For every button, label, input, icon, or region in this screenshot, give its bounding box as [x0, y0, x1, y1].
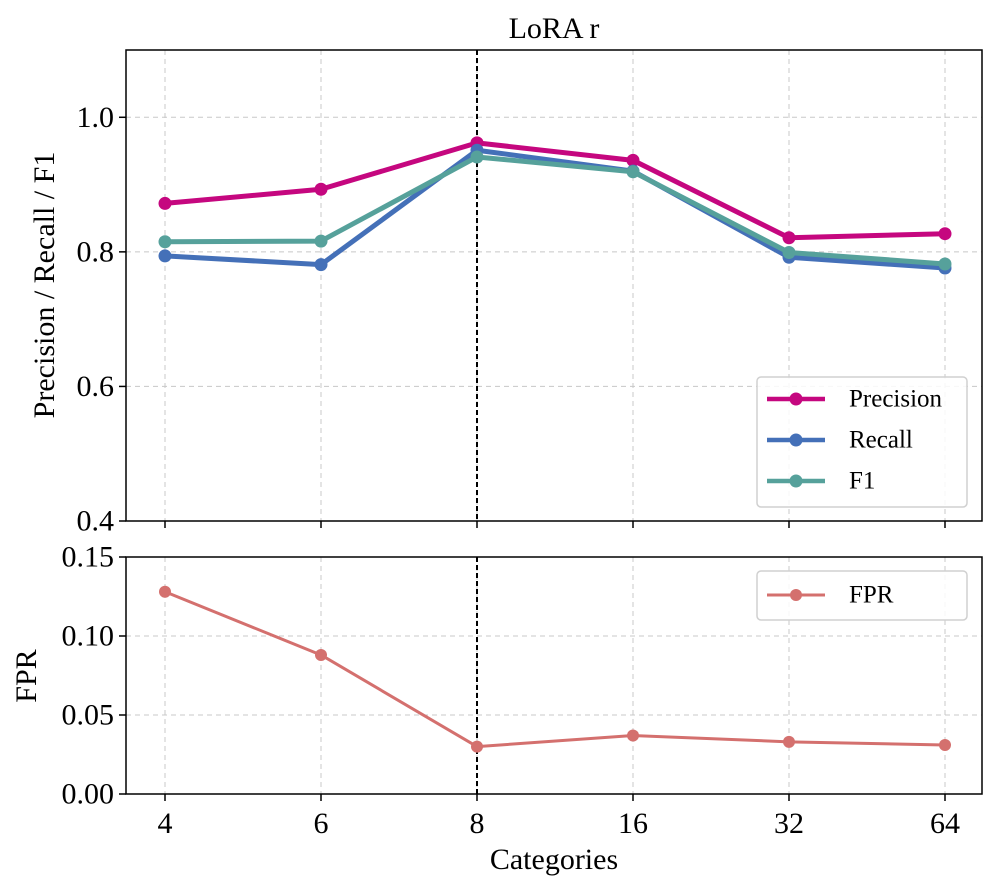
top-legend-box [756, 376, 968, 508]
x-tick-label: 32 [774, 807, 804, 840]
point-f1-6 [314, 234, 328, 248]
legend-label-f1: F1 [849, 468, 875, 495]
x-tick-label: 6 [314, 807, 329, 840]
bot-y-tick-label: 0.05 [62, 699, 115, 732]
series-line-recall [162, 147, 948, 271]
bottom-y-ticks: 0.00 0.05 0.10 0.15 [62, 541, 126, 811]
top-y-tick-label: 0.4 [77, 505, 115, 538]
bottom-series-group [159, 585, 951, 753]
point-f1-4 [158, 235, 172, 249]
top-y-tick-label: 0.8 [77, 235, 115, 268]
point-fpr-6 [315, 648, 327, 661]
point-recall-6 [314, 258, 328, 272]
x-tick-label: 64 [930, 807, 960, 840]
legend-marker-precision [789, 392, 803, 406]
bottom-axes-frame [125, 556, 983, 795]
point-fpr-16 [627, 729, 639, 742]
top-series-group [158, 136, 952, 275]
top-y-axis-label: Precision / Recall / F1 [28, 152, 61, 419]
chart-title: LoRA r [509, 12, 600, 45]
bot-y-tick-label: 0.10 [62, 620, 115, 653]
point-fpr-4 [159, 585, 171, 598]
x-tick-label: 4 [158, 807, 173, 840]
bottom-panel: 0.00 0.05 0.10 0.15 4 6 8 16 32 64 FPR Categorie… [10, 541, 983, 876]
point-f1-16 [626, 165, 640, 179]
point-precision-6 [314, 182, 328, 196]
top-y-tick-label: 1.0 [77, 101, 115, 134]
point-precision-4 [158, 196, 172, 210]
point-fpr-32 [783, 735, 795, 748]
legend-marker-fpr [790, 589, 802, 601]
legend-marker-f1 [789, 474, 803, 488]
series-line-precision [162, 140, 948, 241]
point-f1-64 [938, 257, 952, 271]
top-x-ticks [164, 521, 946, 528]
point-precision-32 [782, 231, 796, 245]
point-f1-32 [782, 246, 796, 260]
point-f1-8 [470, 150, 484, 164]
top-legend: Precision Recall F1 [756, 376, 968, 508]
series-line-fpr [163, 590, 947, 749]
top-panel: 0.4 0.6 0.8 1.0 LoRA r Precision / Recall /… [28, 12, 983, 538]
series-line-f1 [162, 154, 948, 267]
point-precision-64 [938, 227, 952, 241]
legend-label-fpr: FPR [849, 582, 894, 609]
bottom-legend: FPR [756, 570, 968, 621]
point-fpr-64 [939, 739, 951, 752]
top-y-ticks: 0.4 0.6 0.8 1.0 [77, 101, 126, 538]
bot-y-tick-label: 0.15 [62, 541, 115, 574]
bottom-y-axis-label: FPR [10, 649, 43, 702]
legend-marker-recall [789, 433, 803, 447]
point-fpr-8 [471, 740, 483, 753]
bottom-x-ticks: 4 6 8 16 32 64 [158, 794, 960, 840]
x-tick-label: 16 [618, 807, 648, 840]
top-axes-frame [125, 49, 983, 522]
x-axis-label: Categories [490, 843, 618, 876]
point-precision-16 [626, 153, 640, 167]
point-recall-4 [158, 249, 172, 263]
legend-label-precision: Precision [849, 386, 943, 413]
bot-legend-box [756, 570, 968, 621]
legend-label-recall: Recall [849, 427, 913, 454]
top-y-tick-label: 0.6 [77, 370, 115, 403]
x-tick-label: 8 [470, 807, 485, 840]
bot-y-tick-label: 0.00 [62, 778, 115, 811]
